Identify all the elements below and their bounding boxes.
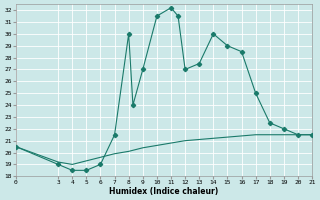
X-axis label: Humidex (Indice chaleur): Humidex (Indice chaleur) [109,187,219,196]
